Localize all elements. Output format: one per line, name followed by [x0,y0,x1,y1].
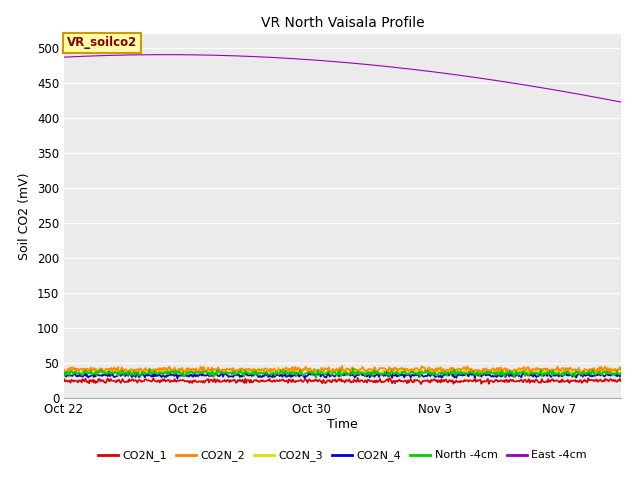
CO2N_4 [301,376,308,382]
North -4cm [617,370,625,376]
CO2N_2 [204,368,211,374]
Line: CO2N_3: CO2N_3 [64,367,621,376]
CO2N_4 [481,372,489,377]
CO2N_1 [312,376,320,382]
CO2N_3 [417,364,425,370]
CO2N_2 [528,372,536,377]
CO2N_4 [314,371,322,376]
Title: VR North Vaisala Profile: VR North Vaisala Profile [260,16,424,30]
CO2N_2 [338,363,346,369]
CO2N_1 [354,375,362,381]
North -4cm [159,372,166,378]
CO2N_1 [617,378,625,384]
East -4cm [389,64,397,70]
Text: VR_soilco2: VR_soilco2 [67,36,137,49]
CO2N_4 [60,372,68,377]
CO2N_4 [434,372,442,378]
East -4cm [433,70,440,75]
CO2N_3 [434,369,442,374]
Line: North -4cm: North -4cm [64,368,621,378]
CO2N_3 [481,370,489,376]
CO2N_2 [480,368,488,374]
CO2N_3 [204,368,211,373]
CO2N_2 [60,367,68,372]
Line: CO2N_4: CO2N_4 [64,372,621,379]
East -4cm [313,57,321,63]
CO2N_3 [617,369,625,374]
Line: CO2N_2: CO2N_2 [64,366,621,374]
X-axis label: Time: Time [327,418,358,431]
East -4cm [161,52,169,58]
CO2N_3 [390,373,398,379]
North -4cm [349,365,357,371]
CO2N_2 [433,368,440,374]
North -4cm [313,371,321,377]
CO2N_1 [417,381,425,387]
CO2N_1 [159,376,166,382]
East -4cm [617,99,625,105]
CO2N_3 [312,369,320,375]
East -4cm [480,76,488,82]
North -4cm [204,371,211,376]
East -4cm [159,52,166,58]
CO2N_4 [390,372,398,378]
CO2N_4 [159,373,167,379]
Y-axis label: Soil CO2 (mV): Soil CO2 (mV) [19,172,31,260]
Line: East -4cm: East -4cm [64,55,621,102]
CO2N_1 [434,380,442,385]
CO2N_2 [159,367,166,373]
CO2N_4 [105,369,113,374]
North -4cm [481,370,489,376]
East -4cm [204,52,212,58]
CO2N_2 [312,368,320,373]
Legend: CO2N_1, CO2N_2, CO2N_3, CO2N_4, North -4cm, East -4cm: CO2N_1, CO2N_2, CO2N_3, CO2N_4, North -4… [94,446,591,466]
CO2N_3 [60,371,68,376]
CO2N_1 [60,376,68,382]
North -4cm [60,370,68,375]
CO2N_1 [481,379,489,384]
Line: CO2N_1: CO2N_1 [64,378,621,384]
CO2N_2 [617,367,625,372]
North -4cm [390,372,398,377]
CO2N_4 [204,372,212,378]
CO2N_2 [389,367,397,372]
East -4cm [60,54,68,60]
CO2N_3 [159,369,166,374]
North -4cm [434,372,442,378]
North -4cm [312,375,320,381]
CO2N_1 [389,378,397,384]
CO2N_1 [204,377,211,383]
CO2N_4 [617,373,625,379]
CO2N_3 [388,369,396,374]
